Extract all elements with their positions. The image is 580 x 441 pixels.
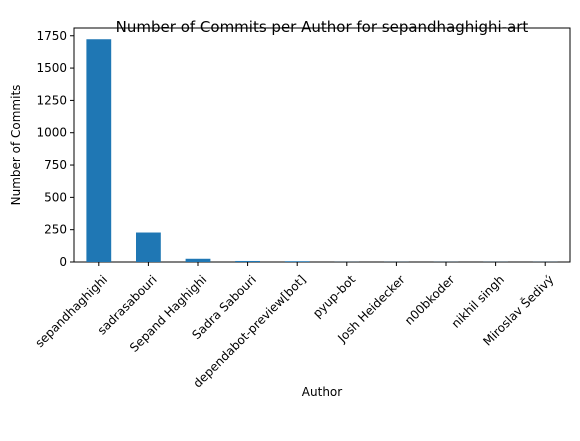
x-tick-label: sepandhaghighi (32, 272, 110, 350)
y-tick-label: 500 (44, 190, 67, 204)
chart-title: Number of Commits per Author for sepandh… (116, 18, 529, 36)
bar-1 (86, 39, 111, 262)
y-tick-label: 0 (59, 255, 67, 269)
y-tick-label: 1500 (36, 61, 67, 75)
bars-layer (86, 39, 557, 262)
y-axis-label: Number of Commits (9, 85, 23, 206)
y-tick-label: 250 (44, 223, 67, 237)
plot-frame (74, 28, 570, 262)
y-tick-label: 1250 (36, 93, 67, 107)
x-axis-label: Author (302, 385, 342, 399)
plot-area (74, 28, 570, 262)
bar-5 (285, 261, 310, 262)
y-tick-label: 1750 (36, 29, 67, 43)
y-axis: 0 250 500 750 1000 1250 1500 1750 (36, 29, 74, 269)
bar-2 (136, 233, 161, 262)
y-tick-label: 750 (44, 158, 67, 172)
y-tick-label: 1000 (36, 126, 67, 140)
bar-4 (235, 261, 260, 262)
x-tick-label: pyup-bot (310, 272, 358, 320)
bar-3 (186, 259, 211, 262)
